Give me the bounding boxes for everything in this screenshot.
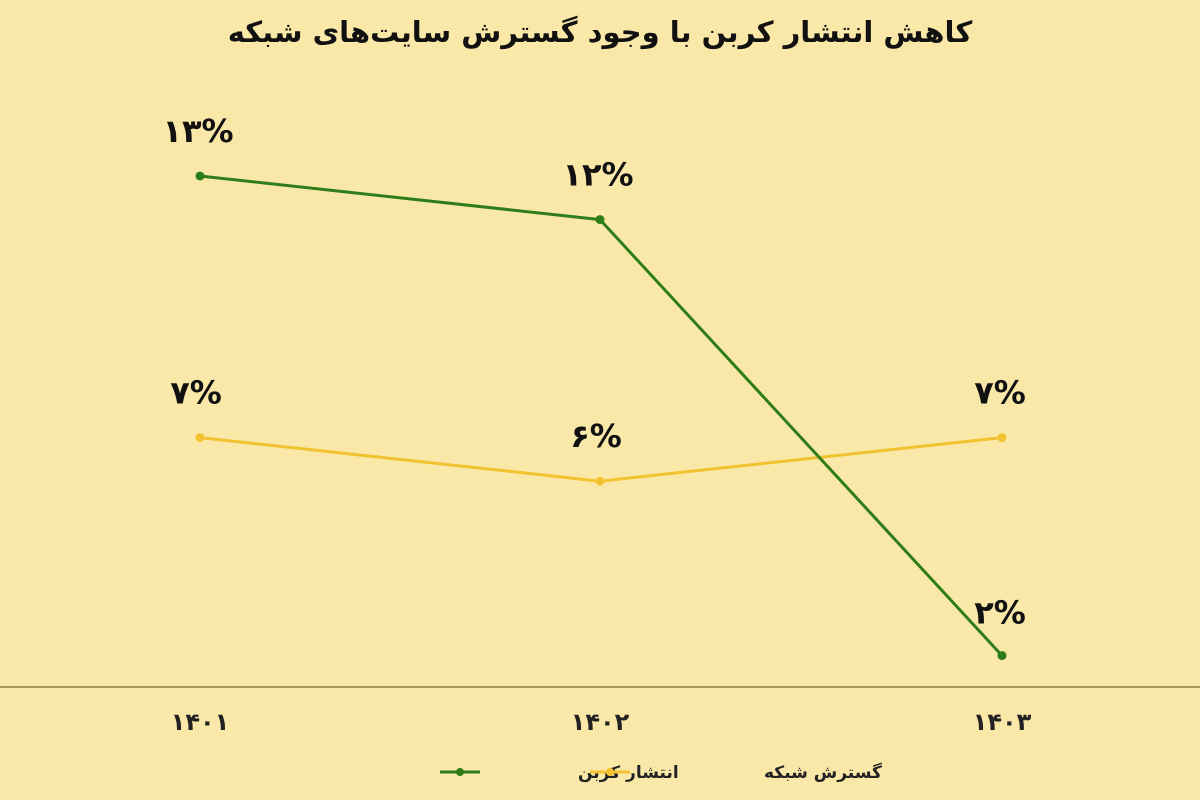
data-label-1-3: ۲% xyxy=(974,594,1026,632)
series-line-1 xyxy=(199,174,1004,657)
data-point-1-1 xyxy=(195,171,205,181)
x-tick-label-2: ۱۴۰۲ xyxy=(571,708,630,736)
plot-area: ۱۳% ۱۲% ۲% ۷% ۶% ۷% ۱۴۰۱ ۱۴۰۲ ۱۴۰۳ xyxy=(162,112,1031,736)
x-tick-label-1: ۱۴۰۱ xyxy=(171,708,230,736)
legend-marker-1 xyxy=(456,768,464,776)
chart-title: کاهش انتشار کربن با وجود گسترش سایت‌های … xyxy=(228,15,973,49)
data-point-2-1 xyxy=(195,433,205,443)
data-label-2-3: ۷% xyxy=(974,374,1026,412)
x-tick-label-3: ۱۴۰۳ xyxy=(973,708,1032,736)
data-label-1-2: ۱۲% xyxy=(562,156,633,194)
legend-label-2: گسترش شبکه xyxy=(764,762,882,783)
data-point-1-2 xyxy=(595,215,605,225)
data-label-2-1: ۷% xyxy=(170,374,222,412)
data-point-2-2 xyxy=(595,476,605,486)
legend-marker-2 xyxy=(606,768,614,776)
data-point-1-3 xyxy=(997,651,1007,661)
data-label-2-2: ۶% xyxy=(570,417,622,455)
data-label-1-1: ۱۳% xyxy=(162,112,233,150)
data-point-2-3 xyxy=(997,433,1007,443)
legend: انتشار کربنگسترش شبکه xyxy=(440,762,882,783)
